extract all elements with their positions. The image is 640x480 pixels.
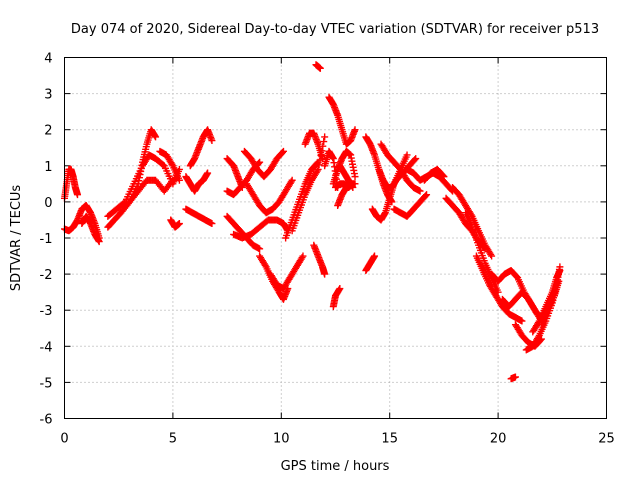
data-point	[316, 64, 324, 72]
x-tick-label: 0	[60, 432, 68, 447]
y-tick-label: 3	[44, 88, 52, 103]
y-tick-label: -5	[40, 376, 53, 391]
data-point	[349, 183, 357, 191]
y-tick-label: 1	[44, 160, 52, 175]
data-point	[299, 252, 307, 260]
data-point	[175, 220, 183, 228]
data-point	[298, 254, 306, 262]
data-point	[487, 251, 495, 259]
data-point	[208, 137, 216, 145]
data-point	[518, 317, 526, 325]
data-point	[168, 160, 176, 168]
grid-lines	[64, 57, 607, 419]
data-point	[168, 178, 176, 186]
data-point	[279, 147, 287, 155]
chart-title: Day 074 of 2020, Sidereal Day-to-day VTE…	[71, 22, 599, 37]
data-point	[371, 252, 379, 260]
x-tick-label: 5	[169, 432, 177, 447]
y-tick-label: -3	[40, 304, 53, 319]
data-point	[204, 169, 212, 177]
data-point	[423, 191, 431, 199]
data-point	[440, 173, 448, 181]
data-point	[321, 270, 329, 278]
y-tick-label: -4	[40, 340, 53, 355]
data-point	[422, 192, 430, 200]
y-tick-label: 0	[44, 196, 52, 211]
x-tick-label: 10	[273, 432, 290, 447]
data-point	[488, 252, 496, 260]
tick-labels: 0 5 10 15 20 25 -6 -5 -4 -3 -2 -1 0 1 2 3 4	[40, 52, 615, 447]
data-point	[159, 161, 167, 169]
data-point	[175, 176, 183, 184]
data-point	[318, 155, 326, 163]
data-point	[555, 277, 563, 285]
x-tick-label: 15	[381, 432, 398, 447]
plot-frame	[64, 57, 607, 419]
data-point	[411, 156, 419, 164]
data-point	[321, 133, 329, 141]
y-tick-label: -2	[40, 268, 53, 283]
data-point	[315, 161, 323, 169]
data-point	[336, 285, 344, 293]
data-point	[287, 178, 295, 186]
data-point	[95, 238, 103, 246]
y-tick-label: 2	[44, 124, 52, 139]
data-point	[256, 158, 264, 166]
data-point	[403, 151, 411, 159]
data-point	[152, 133, 160, 141]
data-point	[416, 187, 424, 195]
data-point	[534, 333, 542, 341]
x-axis-label: GPS time / hours	[281, 459, 390, 474]
data-point	[208, 220, 216, 228]
x-tick-label: 25	[598, 432, 615, 447]
data-point	[314, 165, 322, 173]
data-point	[511, 373, 519, 381]
x-tick-label: 20	[490, 432, 507, 447]
data-point	[74, 191, 82, 199]
data-point	[256, 245, 264, 253]
data-point	[351, 126, 359, 134]
data-point	[169, 176, 177, 184]
data-point	[412, 155, 420, 163]
data-point	[439, 172, 447, 180]
y-axis-label: SDTVAR / TECUs	[9, 185, 24, 292]
data-point	[313, 167, 321, 175]
data-point	[288, 176, 296, 184]
data-point	[351, 173, 359, 181]
data-point	[556, 266, 564, 274]
y-tick-label: -1	[40, 232, 53, 247]
data-points	[61, 61, 564, 383]
data-point	[279, 148, 287, 156]
y-tick-label: 4	[44, 52, 52, 67]
y-tick-label: -6	[40, 413, 53, 428]
data-point	[320, 138, 328, 146]
data-point	[261, 261, 269, 269]
